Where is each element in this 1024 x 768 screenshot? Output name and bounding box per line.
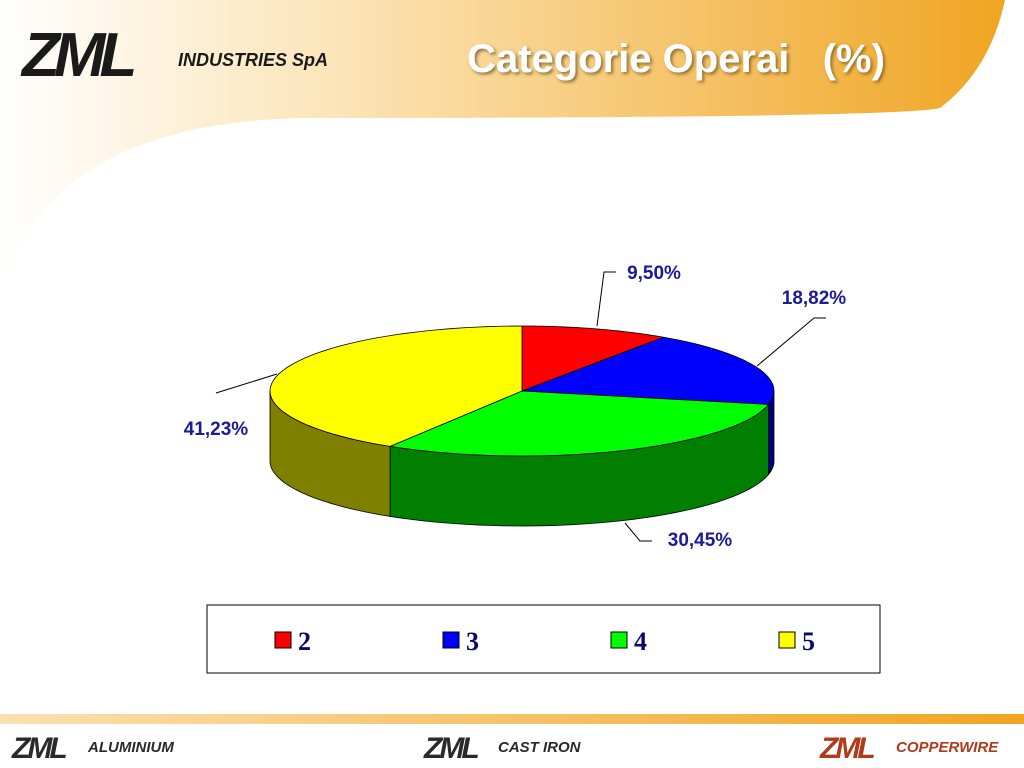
slice — [269, 325, 523, 447]
footer-name: ALUMINIUM — [87, 739, 174, 756]
footer-name: COPPERWIRE — [896, 739, 999, 756]
legend-label: 4 — [634, 627, 647, 656]
data-label: 18,82% — [782, 288, 847, 309]
leader-line — [215, 373, 278, 394]
footer: ZML ALUMINIUM ZML CAST IRON ZML COPPERWIRE — [11, 732, 999, 765]
slice — [521, 336, 775, 405]
footer-logo: ZML — [423, 732, 478, 765]
legend-label: 3 — [466, 627, 479, 656]
legend-swatch — [274, 631, 292, 649]
legend: 2 3 4 5 — [274, 627, 815, 656]
data-label: 9,50% — [627, 263, 681, 284]
legend-swatch — [610, 631, 628, 649]
footer-logo: ZML — [11, 732, 66, 765]
slice — [521, 325, 666, 392]
data-label: 41,23% — [184, 419, 249, 440]
leader-line — [596, 271, 616, 327]
data-label: 30,45% — [668, 530, 733, 551]
legend-box — [206, 604, 881, 674]
header-company: INDUSTRIES SpA — [178, 50, 328, 70]
legend-label: 2 — [298, 627, 311, 656]
footer-name: CAST IRON — [498, 739, 582, 756]
slice — [388, 390, 770, 457]
legend-swatch — [442, 631, 460, 649]
legend-swatch — [778, 631, 796, 649]
chart-title: Categorie Operai (%) — [467, 37, 885, 81]
leader-line — [756, 317, 826, 367]
footer-logo: ZML — [819, 732, 874, 765]
legend-label: 5 — [802, 627, 815, 656]
header-band — [0, 0, 1005, 300]
footer-band — [0, 714, 1024, 724]
pie: 9,50% 18,82% 30,45% 41,23% — [184, 263, 847, 551]
leader-line — [624, 522, 652, 542]
header-logo: ZML — [20, 21, 135, 90]
